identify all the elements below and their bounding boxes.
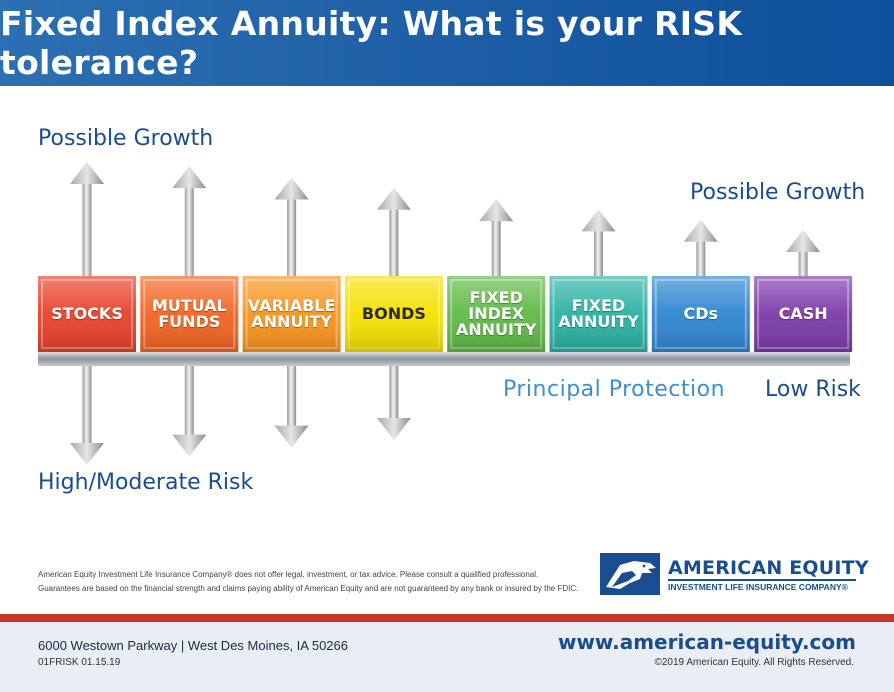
eagle-logo-icon [600,553,660,595]
disclaimer-line-2: Guarantees are based on the financial st… [38,584,579,593]
product-label: BONDS [361,304,426,323]
disclaimer-line-1: American Equity Investment Life Insuranc… [38,570,539,579]
risk-spectrum-diagram [38,162,853,465]
product-box [242,276,341,352]
product-label: FIXED INDEX ANNUITY [455,288,537,339]
product-box [344,276,443,352]
growth-arrow [786,230,821,277]
footer-red-rule [0,614,894,622]
growth-arrow [683,219,718,277]
growth-arrow [172,166,207,277]
product-box [447,276,546,352]
low-risk-label: Low Risk [765,377,861,402]
document-code: 01FRISK 01.15.19 [38,657,121,668]
high-moderate-risk-label: High/Moderate Risk [38,470,254,495]
product-box [140,276,239,352]
disclaimer: American Equity Investment Life Insuranc… [38,568,578,596]
footer [0,622,894,692]
product-label: VARIABLE ANNUITY [247,296,336,331]
risk-arrow [172,366,207,457]
growth-arrow [479,199,514,277]
logo-divider [668,579,856,581]
american-equity-logo: AMERICAN EQUITY INVESTMENT LIFE INSURANC… [600,553,869,599]
growth-arrow [376,187,411,277]
product-label: CASH [778,304,828,323]
product-box [549,276,648,352]
logo-name: AMERICAN EQUITY [668,557,869,579]
principal-protection-label: Principal Protection [503,377,726,402]
website-link[interactable]: www.american-equity.com [557,630,856,654]
risk-arrow [70,366,104,465]
logo-subtitle: INVESTMENT LIFE INSURANCE COMPANY® [668,582,848,592]
growth-arrow [581,209,616,277]
growth-arrow [274,177,309,277]
address: 6000 Westown Parkway | West Des Moines, … [38,638,348,653]
copyright: ©2019 American Equity. All Rights Reserv… [654,657,854,668]
product-box [754,276,853,352]
risk-arrow [376,366,411,440]
possible-growth-left-label: Possible Growth [38,126,214,151]
growth-arrow [70,162,104,277]
header-banner: Fixed Index Annuity: What is your RISK t… [0,0,894,86]
page-title: Fixed Index Annuity: What is your RISK t… [0,4,743,82]
risk-arrow [274,366,309,448]
product-box [38,276,136,352]
possible-growth-right-label: Possible Growth [690,180,866,205]
spectrum-base-bar [38,352,850,366]
product-box [651,276,750,352]
product-label: MUTUAL FUNDS [151,296,227,331]
product-label: STOCKS [51,304,123,323]
product-label: CDs [683,304,719,323]
product-label: FIXED ANNUITY [558,296,639,331]
